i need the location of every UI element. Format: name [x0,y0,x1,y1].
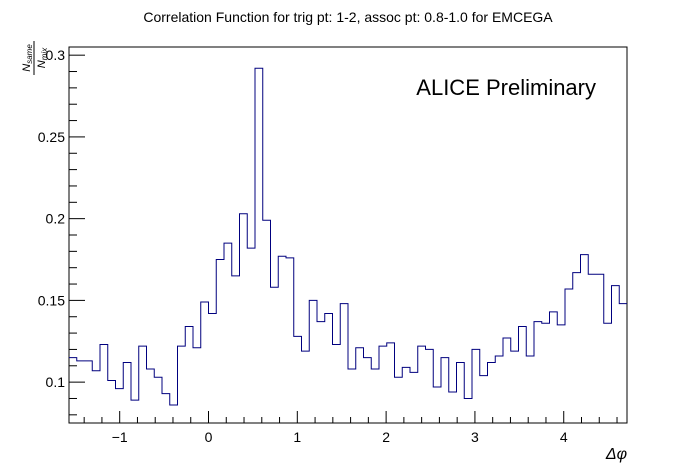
y-tick-label: 0.2 [46,211,66,227]
y-tick-label: 0.1 [46,374,66,390]
y-tick-label: 0.15 [38,292,65,308]
alice-preliminary-label: ALICE Preliminary [416,75,596,100]
histogram-line [69,67,627,406]
series-layer [69,67,627,406]
x-tick-label: −1 [112,429,128,445]
x-tick-label: 2 [382,429,390,445]
y-label-numerator-sub: same [25,44,34,64]
x-tick-label: 4 [560,429,568,445]
y-label-numerator: N [21,64,33,72]
x-tick-label: 1 [293,429,301,445]
y-tick-label: 0.3 [46,47,66,63]
y-axis-label: Nsame Nmix [21,41,49,75]
y-label-denominator-sub: mix [40,47,49,60]
y-axis: 0.1 0.15 0.2 0.25 0.3 [38,47,85,416]
y-tick-label: 0.25 [38,129,65,145]
svg-text:Nsame: Nsame [21,44,34,72]
svg-text:Nmix: Nmix [36,47,49,68]
x-axis-label: Δφ [605,446,627,463]
chart-title: Correlation Function for trig pt: 1-2, a… [143,9,553,25]
x-tick-label: 0 [205,429,213,445]
y-label-denominator: N [36,60,48,68]
x-axis: −1 0 1 2 3 4 [83,411,618,445]
x-tick-label: 3 [471,429,479,445]
